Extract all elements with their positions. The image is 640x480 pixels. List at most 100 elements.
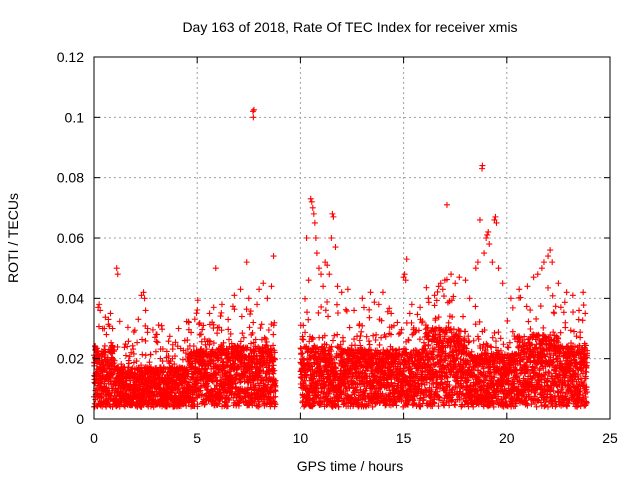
data-point <box>308 363 315 370</box>
data-point <box>360 304 367 311</box>
data-point <box>171 353 178 360</box>
data-point <box>165 338 172 345</box>
data-point <box>263 342 270 349</box>
data-point <box>139 351 146 358</box>
data-point <box>256 401 263 408</box>
data-point <box>525 318 532 325</box>
data-point <box>184 337 191 344</box>
data-point <box>103 384 110 391</box>
data-point <box>116 318 123 325</box>
data-point <box>460 313 467 320</box>
data-point <box>130 350 137 357</box>
data-point <box>217 313 224 320</box>
data-point <box>495 329 502 336</box>
data-point <box>262 335 269 342</box>
data-point <box>183 402 190 409</box>
data-point <box>250 319 257 326</box>
data-point <box>301 377 308 384</box>
data-point <box>196 331 203 338</box>
data-point <box>101 342 108 349</box>
data-point <box>352 342 359 349</box>
data-point <box>334 309 341 316</box>
data-point <box>218 309 225 316</box>
data-point <box>121 344 128 351</box>
data-point <box>373 331 380 338</box>
data-point <box>270 362 277 369</box>
data-point <box>142 337 149 344</box>
data-point <box>302 329 309 336</box>
data-point <box>483 340 490 347</box>
data-point <box>376 341 383 348</box>
data-point <box>194 297 201 304</box>
data-point <box>201 400 208 407</box>
data-point <box>358 328 365 335</box>
data-point <box>366 341 373 348</box>
data-point <box>166 333 173 340</box>
data-point <box>270 342 277 349</box>
data-point <box>190 397 197 404</box>
data-point <box>159 326 166 333</box>
data-point <box>149 326 156 333</box>
data-point <box>153 331 160 338</box>
data-point <box>332 403 339 410</box>
data-point <box>342 306 349 313</box>
data-point <box>147 351 154 358</box>
data-point <box>124 324 131 331</box>
data-point <box>304 309 311 316</box>
data-point <box>332 365 339 372</box>
data-point <box>262 342 269 349</box>
data-point <box>272 401 279 408</box>
data-point <box>309 403 316 410</box>
data-point <box>310 375 317 382</box>
data-point <box>300 336 307 343</box>
data-point <box>334 331 341 338</box>
data-point <box>184 346 191 353</box>
data-point <box>188 329 195 336</box>
data-point <box>146 359 153 366</box>
data-point <box>302 295 309 302</box>
data-point <box>159 345 166 352</box>
data-point <box>202 365 209 372</box>
data-point <box>271 367 278 374</box>
data-point <box>206 341 213 348</box>
data-point <box>184 366 191 373</box>
data-point <box>231 360 238 367</box>
data-point <box>351 336 358 343</box>
data-point <box>155 322 162 329</box>
data-point <box>243 306 250 313</box>
data-point <box>125 338 132 345</box>
data-point <box>405 337 412 344</box>
data-point <box>258 321 265 328</box>
data-point <box>227 388 234 395</box>
data-point <box>330 337 337 344</box>
data-point <box>134 339 141 346</box>
data-point <box>271 399 278 406</box>
data-point <box>163 348 170 355</box>
data-point <box>434 288 441 295</box>
data-point <box>224 403 231 410</box>
data-point <box>497 335 504 342</box>
data-point <box>109 342 116 349</box>
data-point <box>196 321 203 328</box>
data-point <box>238 313 245 320</box>
data-point <box>270 370 277 377</box>
data-point <box>267 395 274 402</box>
data-point <box>300 322 307 329</box>
data-point <box>214 330 221 337</box>
data-point <box>196 320 203 327</box>
data-point <box>172 339 179 346</box>
data-point <box>153 338 160 345</box>
data-point <box>102 314 109 321</box>
data-point <box>504 317 511 324</box>
data-point <box>190 343 197 350</box>
data-point <box>505 344 512 351</box>
data-point <box>122 352 129 359</box>
data-point <box>267 389 274 396</box>
data-point <box>194 401 201 408</box>
data-point <box>165 353 172 360</box>
data-point <box>225 395 232 402</box>
data-point <box>346 324 353 331</box>
data-point <box>247 308 254 315</box>
data-point <box>509 328 516 335</box>
data-point <box>315 309 322 316</box>
